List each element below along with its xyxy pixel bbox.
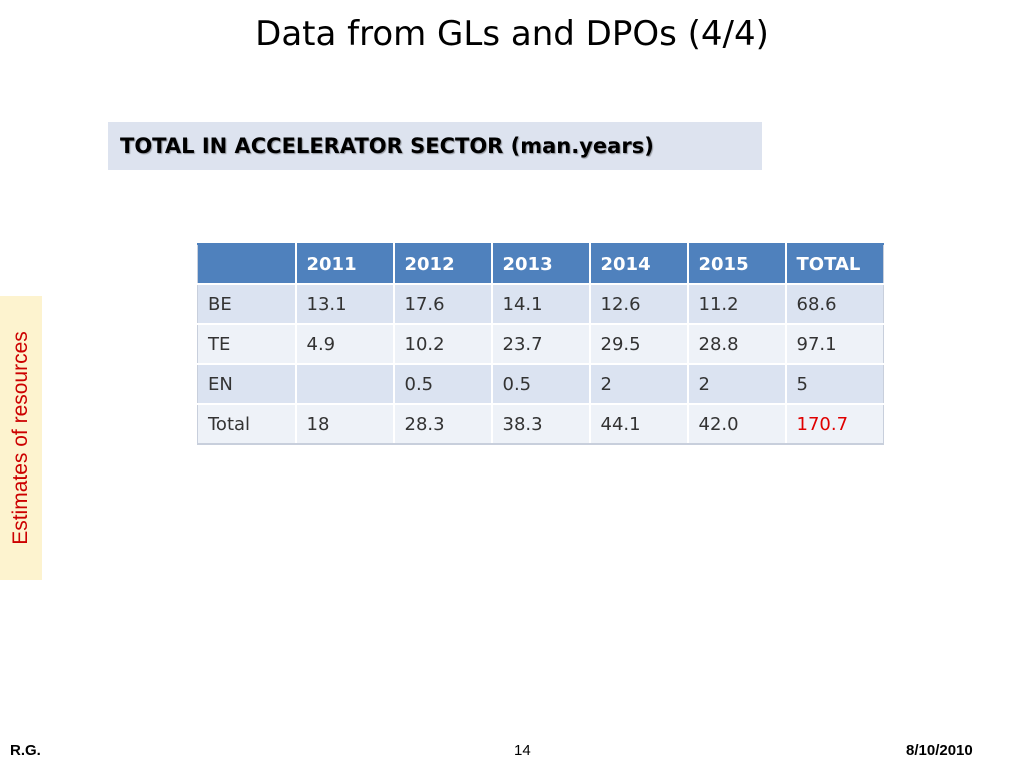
table-cell: 42.0: [686, 403, 787, 445]
table-cell: Total: [197, 403, 297, 445]
table-cell: 38.3: [490, 403, 591, 445]
header-cell-empty: [197, 243, 297, 285]
table-cell: 18: [294, 403, 395, 445]
slide-title: Data from GLs and DPOs (4/4): [255, 14, 769, 54]
table-cell: 2: [686, 363, 787, 405]
side-label-text: Estimates of resources: [9, 331, 32, 545]
header-cell-2014: 2014: [588, 243, 689, 285]
table-cell: 68.6: [784, 283, 884, 325]
table-cell: BE: [197, 283, 297, 325]
table-cell: 97.1: [784, 323, 884, 365]
table-cell: 44.1: [588, 403, 689, 445]
table-cell: 29.5: [588, 323, 689, 365]
table-cell: [294, 363, 395, 405]
table-cell: 0.5: [490, 363, 591, 405]
subtitle-text: TOTAL IN ACCELERATOR SECTOR (man.years): [120, 134, 654, 158]
footer-author: R.G.: [10, 742, 41, 759]
table-cell: 23.7: [490, 323, 591, 365]
table-cell: 2: [588, 363, 689, 405]
table-cell: 28.8: [686, 323, 787, 365]
table-cell: 11.2: [686, 283, 787, 325]
table-cell: 5: [784, 363, 884, 405]
table-row-en: EN 0.5 0.5 2 2 5: [197, 363, 884, 405]
table-cell: 10.2: [392, 323, 493, 365]
subtitle-banner: TOTAL IN ACCELERATOR SECTOR (man.years): [108, 122, 762, 170]
table-cell: 17.6: [392, 283, 493, 325]
table-cell: TE: [197, 323, 297, 365]
table-cell: 12.6: [588, 283, 689, 325]
footer-page-number: 14: [514, 742, 531, 759]
table-cell: EN: [197, 363, 297, 405]
table-cell: 13.1: [294, 283, 395, 325]
side-label-tab: Estimates of resources: [0, 296, 42, 580]
header-cell-total: TOTAL: [784, 243, 884, 285]
header-cell-2012: 2012: [392, 243, 493, 285]
header-cell-2013: 2013: [490, 243, 591, 285]
table-header-row: 2011 2012 2013 2014 2015 TOTAL: [197, 243, 884, 285]
table-cell: 14.1: [490, 283, 591, 325]
table-cell: 28.3: [392, 403, 493, 445]
header-cell-2015: 2015: [686, 243, 787, 285]
table-row-te: TE 4.9 10.2 23.7 29.5 28.8 97.1: [197, 323, 884, 365]
grand-total-cell: 170.7: [784, 403, 884, 445]
resources-table: 2011 2012 2013 2014 2015 TOTAL BE 13.1 1…: [197, 243, 884, 445]
table-row-total: Total 18 28.3 38.3 44.1 42.0 170.7: [197, 403, 884, 445]
table-cell: 0.5: [392, 363, 493, 405]
footer-date: 8/10/2010: [906, 742, 973, 759]
table-cell: 4.9: [294, 323, 395, 365]
header-cell-2011: 2011: [294, 243, 395, 285]
table-row-be: BE 13.1 17.6 14.1 12.6 11.2 68.6: [197, 283, 884, 325]
